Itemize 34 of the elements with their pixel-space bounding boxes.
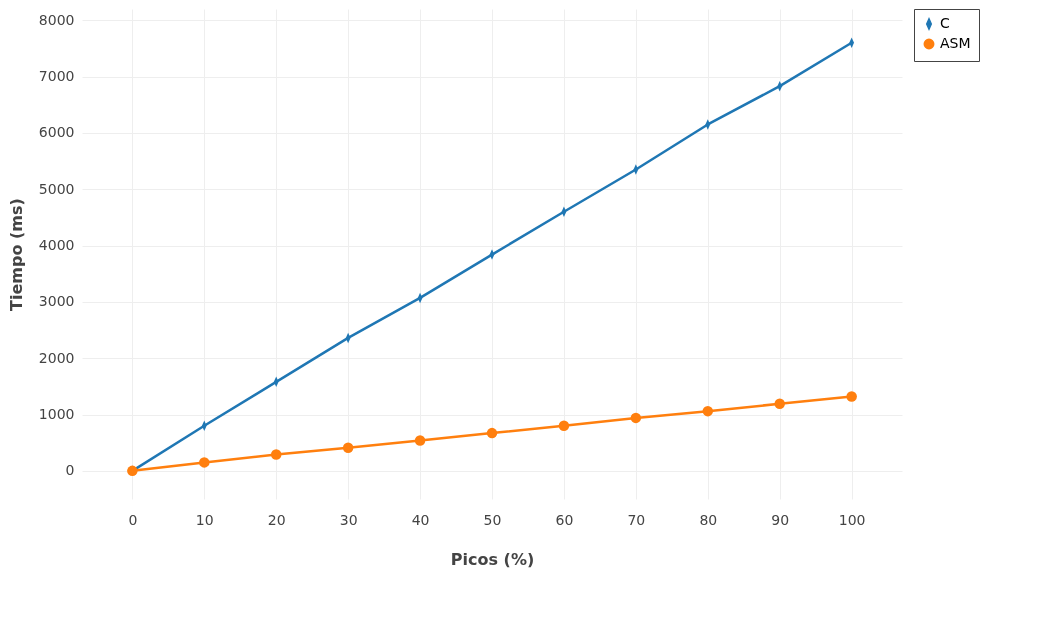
y-tick-label: 7000: [38, 68, 75, 85]
point: [702, 405, 714, 417]
x-tick-label: 90: [771, 511, 790, 528]
x-tick-label: 60: [555, 511, 574, 528]
x-tick-label: 100: [838, 511, 866, 528]
point: [270, 449, 282, 460]
x-tick-label: 10: [195, 511, 214, 528]
y-tick-label: 4000: [38, 237, 75, 254]
y-tick-label: 1000: [38, 406, 75, 423]
legend-label: C: [940, 15, 950, 31]
x-tick-label: 0: [128, 511, 138, 528]
y-tick-label: 0: [65, 462, 75, 479]
x-tick-label: 30: [339, 511, 358, 528]
x-tick-label: 20: [267, 511, 286, 528]
point: [630, 412, 642, 424]
y-tick-label: 5000: [38, 180, 75, 197]
y-tick-label: 6000: [38, 124, 75, 141]
point: [846, 391, 857, 402]
point: [774, 398, 785, 410]
y-tick-label: 2000: [38, 349, 75, 366]
x-tick-label: 50: [483, 511, 502, 528]
x-axis-title: Picos (%): [450, 549, 535, 569]
y-tick-label: 3000: [38, 293, 75, 310]
y-tick-label: 8000: [38, 11, 75, 28]
x-tick-label: 40: [411, 511, 430, 528]
point: [558, 420, 570, 432]
point: [414, 435, 426, 446]
y-axis-title: Tiempo (ms): [6, 198, 26, 311]
point: [486, 427, 498, 439]
point: [199, 457, 210, 468]
x-tick-label: 80: [699, 511, 718, 528]
legend-label: ASM: [940, 35, 971, 51]
point: [342, 442, 354, 453]
x-tick-label: 70: [627, 511, 646, 528]
